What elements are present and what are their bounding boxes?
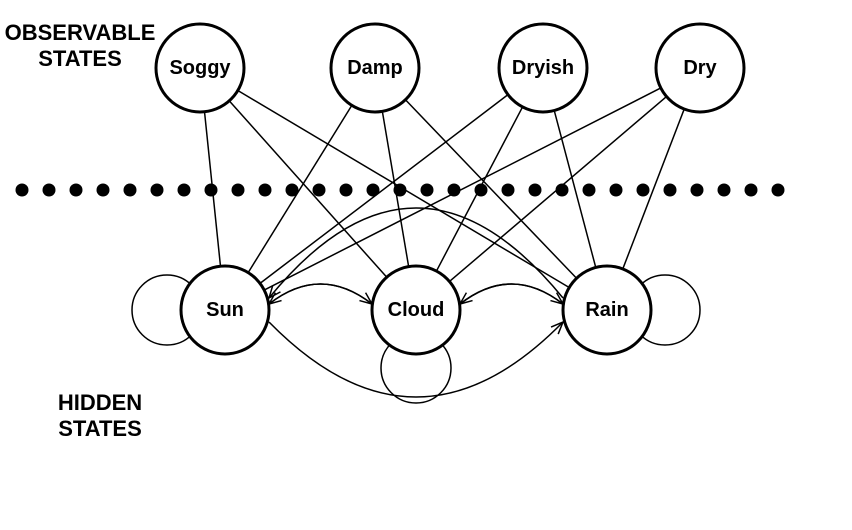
transition-edge <box>269 284 372 304</box>
divider-dot <box>97 184 110 197</box>
hidden-states-label-line2: STATES <box>58 416 142 441</box>
observable-node-label-dryish: Dryish <box>512 57 574 79</box>
divider-dot <box>718 184 731 197</box>
observable-node-label-damp: Damp <box>347 57 403 79</box>
hidden-node-label-cloud: Cloud <box>388 299 445 321</box>
divider-dot <box>151 184 164 197</box>
divider-dot <box>691 184 704 197</box>
observable-node-label-soggy: Soggy <box>169 57 231 79</box>
hidden-node-label-rain: Rain <box>585 299 628 321</box>
divider-dot <box>421 184 434 197</box>
divider-dots <box>16 184 785 197</box>
divider-dot <box>16 184 29 197</box>
hidden-states-label-line1: HIDDEN <box>58 390 142 415</box>
divider-dot <box>583 184 596 197</box>
observable-states-label-line2: STATES <box>38 46 122 71</box>
divider-dot <box>313 184 326 197</box>
divider-dot <box>664 184 677 197</box>
emission-edge <box>229 101 386 277</box>
divider-dot <box>232 184 245 197</box>
divider-dot <box>340 184 353 197</box>
divider-dot <box>259 184 272 197</box>
divider-dot <box>772 184 785 197</box>
divider-dot <box>745 184 758 197</box>
divider-dot <box>205 184 218 197</box>
divider-dot <box>448 184 461 197</box>
divider-dot <box>637 184 650 197</box>
hidden-node-label-sun: Sun <box>206 299 244 321</box>
divider-dot <box>502 184 515 197</box>
divider-dot <box>610 184 623 197</box>
divider-dot <box>70 184 83 197</box>
transition-edge <box>460 284 563 304</box>
hmm-diagram: OBSERVABLE STATES HIDDEN STATES Soggy Dam… <box>0 0 852 530</box>
divider-dot <box>178 184 191 197</box>
divider-dot <box>529 184 542 197</box>
divider-dot <box>124 184 137 197</box>
divider-dot <box>43 184 56 197</box>
observable-states-label-line1: OBSERVABLE <box>5 20 156 45</box>
observable-node-label-dry: Dry <box>683 57 717 79</box>
